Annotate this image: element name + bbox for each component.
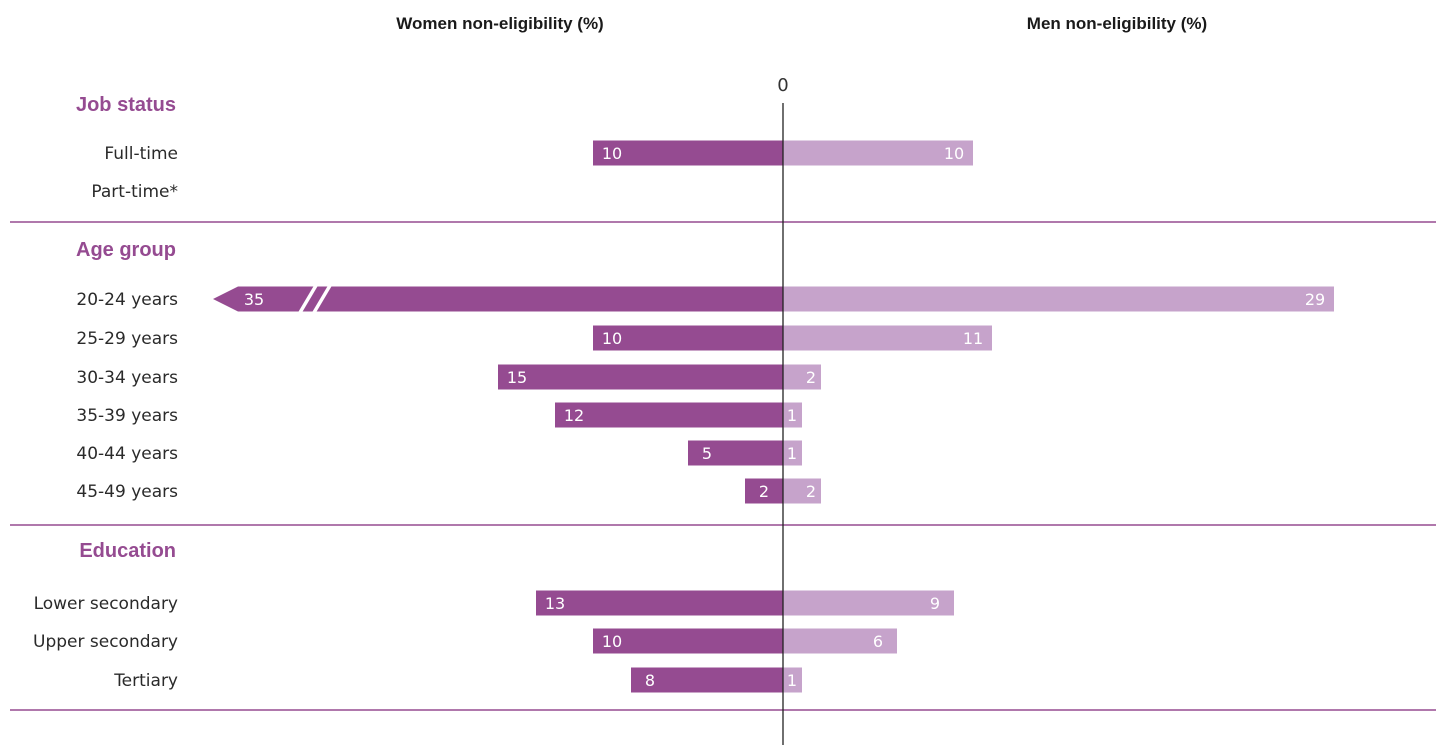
men-bar	[783, 140, 973, 166]
women-bar	[631, 667, 783, 693]
men-value-label: 2	[806, 368, 816, 387]
men-bar	[783, 478, 821, 504]
men-bar	[783, 286, 1334, 312]
men-bar	[783, 402, 802, 428]
women-value-label: 2	[759, 482, 769, 501]
category-label: Tertiary	[113, 671, 178, 691]
category-label: Upper secondary	[33, 632, 178, 652]
axis-break-mark	[312, 284, 332, 314]
women-bar	[593, 140, 783, 166]
women-header: Women non-eligibility (%)	[396, 14, 603, 33]
men-value-label: 1	[787, 444, 797, 463]
category-label: 35-39 years	[76, 406, 178, 426]
men-value-label: 9	[930, 594, 940, 613]
category-label: 40-44 years	[76, 444, 178, 464]
women-bar	[688, 440, 783, 466]
men-bar	[783, 364, 821, 390]
women-value-label: 10	[602, 632, 622, 651]
men-value-label: 6	[873, 632, 883, 651]
men-value-label: 1	[787, 406, 797, 425]
women-value-label: 10	[602, 144, 622, 163]
chart-rows: Job status Full-time 10 10 Part-time* Age gro…	[10, 94, 1436, 711]
men-bar	[783, 667, 802, 693]
category-label: Part-time*	[91, 182, 178, 202]
category-label: Full-time	[104, 144, 178, 164]
women-value-label: 15	[507, 368, 527, 387]
women-bar	[593, 628, 783, 654]
category-label: 25-29 years	[76, 329, 178, 349]
men-bar	[783, 440, 802, 466]
category-label: 20-24 years	[76, 290, 178, 310]
men-header: Men non-eligibility (%)	[1027, 14, 1207, 33]
women-value-label: 8	[645, 671, 655, 690]
category-label: Lower secondary	[34, 594, 178, 614]
men-value-label: 2	[806, 482, 816, 501]
men-bar	[783, 325, 992, 351]
group-title: Job status	[76, 94, 176, 116]
men-value-label: 10	[944, 144, 964, 163]
axis-break-mark	[298, 284, 318, 314]
men-value-label: 1	[787, 671, 797, 690]
women-bar	[213, 286, 783, 312]
women-bar	[536, 590, 783, 616]
group-title: Age group	[76, 239, 176, 261]
women-value-label: 5	[702, 444, 712, 463]
women-bar	[593, 325, 783, 351]
category-label: 45-49 years	[76, 482, 178, 502]
men-bar	[783, 590, 954, 616]
women-value-label: 35	[244, 290, 264, 309]
men-value-label: 11	[963, 329, 983, 348]
women-bar	[745, 478, 783, 504]
group-title: Education	[79, 540, 176, 562]
category-label: 30-34 years	[76, 368, 178, 388]
women-value-label: 12	[564, 406, 584, 425]
men-bar	[783, 628, 897, 654]
women-value-label: 10	[602, 329, 622, 348]
women-value-label: 13	[545, 594, 565, 613]
axis-zero-label: 0	[777, 75, 788, 96]
women-bar	[498, 364, 783, 390]
women-bar	[555, 402, 783, 428]
men-value-label: 29	[1305, 290, 1325, 309]
